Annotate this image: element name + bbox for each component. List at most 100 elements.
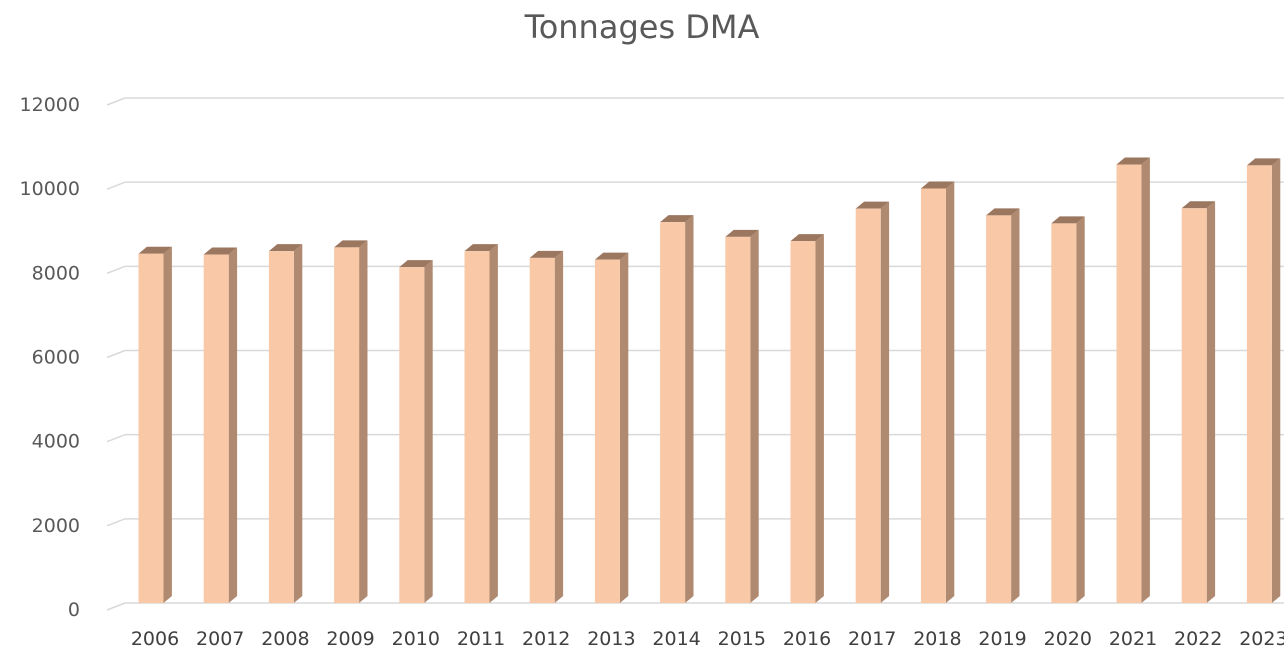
bar-2009	[334, 240, 368, 604]
bar-top	[855, 201, 890, 209]
bar-2013	[594, 252, 629, 603]
bar-side	[359, 240, 368, 604]
x-tick-label: 2007	[196, 628, 244, 650]
x-tick-label: 2021	[1109, 628, 1157, 650]
bar-front	[986, 215, 1012, 603]
bar-2014	[660, 215, 694, 604]
bar-side	[1141, 157, 1150, 603]
bar-side	[228, 247, 238, 604]
bar-side	[750, 229, 759, 603]
bar-2019	[986, 208, 1020, 603]
gridline-depth	[106, 181, 126, 190]
bar-2023	[1246, 158, 1281, 604]
bar-top	[268, 244, 303, 252]
bar-front	[725, 236, 751, 603]
bar-side	[1076, 216, 1085, 604]
bar-front	[1051, 223, 1077, 604]
bar-2015	[725, 229, 759, 603]
gridline-depth	[106, 265, 126, 275]
bar-side	[1206, 201, 1216, 603]
x-tick-label: 2014	[652, 628, 700, 650]
bar-side	[619, 252, 629, 603]
bar-top	[660, 215, 694, 223]
bar-side	[685, 215, 694, 604]
bar-front	[529, 257, 555, 603]
bar-front	[1246, 165, 1272, 604]
bar-side	[1271, 158, 1281, 604]
bar-top	[399, 260, 433, 268]
bar-top	[1051, 216, 1085, 224]
bar-2016	[790, 234, 824, 604]
y-tick-label: 12000	[20, 94, 80, 116]
bar-front	[790, 241, 816, 604]
bar-top	[986, 208, 1020, 216]
x-tick-label: 2022	[1174, 628, 1222, 650]
x-tick-label: 2010	[392, 628, 440, 650]
bar-side	[1011, 208, 1020, 603]
x-tick-label: 2006	[131, 628, 179, 650]
bar-front	[464, 251, 490, 603]
bar-side	[293, 244, 303, 603]
x-tick-label: 2018	[913, 628, 961, 650]
bar-top	[138, 246, 172, 254]
bar-2011	[464, 244, 498, 603]
bar-front	[1181, 208, 1207, 603]
x-tick-label: 2012	[522, 628, 570, 650]
bar-top	[725, 229, 759, 237]
gridlines	[106, 97, 1284, 611]
bar-side	[554, 250, 564, 603]
bar-front	[1116, 164, 1142, 603]
bar-side	[489, 244, 498, 603]
bar-front	[855, 208, 881, 603]
bar-top	[1116, 157, 1150, 165]
bar-front	[594, 259, 620, 603]
bar-top	[920, 181, 955, 189]
x-tick-label: 2008	[261, 628, 309, 650]
bar-front	[268, 251, 294, 603]
bar-2010	[399, 260, 433, 603]
bar-side	[163, 246, 172, 604]
y-tick-label: 2000	[32, 515, 80, 537]
y-tick-label: 0	[68, 599, 80, 621]
bar-top	[1246, 158, 1281, 166]
bar-2020	[1051, 216, 1085, 604]
x-tick-label: 2017	[848, 628, 896, 650]
x-tick-label: 2009	[326, 628, 374, 650]
bar-top	[464, 244, 498, 252]
gridline-depth	[106, 349, 126, 359]
x-tick-label: 2015	[718, 628, 766, 650]
x-tick-label: 2020	[1044, 628, 1092, 650]
bar-2012	[529, 250, 564, 603]
bar-top	[1181, 201, 1216, 209]
bar-front	[203, 254, 229, 604]
x-tick-label: 2019	[978, 628, 1026, 650]
bar-front	[334, 247, 360, 604]
y-tick-label: 6000	[32, 347, 80, 369]
bar-2021	[1116, 157, 1150, 603]
gridline-depth	[106, 518, 126, 527]
bar-front	[399, 267, 425, 603]
bar-top	[790, 234, 824, 242]
bar-2006	[138, 246, 172, 604]
bar-top	[203, 247, 238, 255]
bar-front	[920, 188, 946, 603]
bar-top	[529, 250, 564, 258]
gridline-depth	[106, 602, 126, 611]
x-tick-label: 2016	[783, 628, 831, 650]
bar-2007	[203, 247, 238, 604]
x-tick-label: 2023	[1239, 628, 1284, 650]
bar-top	[594, 252, 629, 260]
bar-front	[660, 222, 686, 604]
x-tick-label: 2013	[587, 628, 635, 650]
bar-side	[424, 260, 433, 603]
bar-top	[334, 240, 368, 248]
bar-side	[815, 234, 824, 604]
bar-side	[880, 201, 890, 603]
chart-title: Tonnages DMA	[524, 8, 760, 46]
y-tick-label: 10000	[20, 178, 80, 200]
bars	[138, 157, 1281, 604]
bar-2018	[920, 181, 955, 603]
bar-front	[138, 253, 164, 604]
gridline-depth	[106, 97, 126, 106]
